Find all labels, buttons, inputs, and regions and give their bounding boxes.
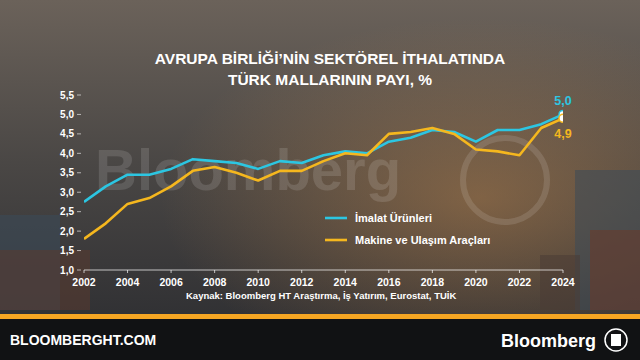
y-tick-label: 2,5 [60,206,74,217]
x-tick-label: 2022 [508,276,532,288]
x-tick [301,270,302,273]
background [0,0,640,360]
x-tick-label: 2018 [421,276,445,288]
x-tick [519,270,520,273]
x-axis [84,270,563,271]
x-tick-label: 2008 [203,276,227,288]
y-tick [77,95,81,96]
chart: Bloomberg AVRUPA BİRLİĞİ’NİN SEKTÖREL İTH… [0,0,640,360]
background-glow [0,0,640,360]
footer-band [0,319,640,360]
legend: İmalat Ürünleri Makine ve Ulaşım Araçları [325,212,490,246]
y-tick-label: 2,0 [60,226,74,237]
data-label: 4,9 [554,127,571,141]
y-tick [77,133,81,134]
decoration [540,255,580,310]
x-tick-label: 2004 [116,276,140,288]
decoration [590,230,640,310]
y-tick [77,114,81,115]
x-tick [214,270,215,273]
legend-label: Makine ve Ulaşım Araçları [355,234,490,246]
x-tick-label: 2014 [334,276,358,288]
series-line [84,114,563,202]
source: Kaynak: Bloomberg HT Araştırma, İş Yatır… [186,290,456,301]
y-tick [77,192,81,193]
legend-label: İmalat Ürünleri [355,212,432,224]
y-tick-label: 3,0 [60,187,74,198]
y-tick-label: 4,0 [60,148,74,159]
x-tick [258,270,259,273]
x-tick-label: 2020 [464,276,488,288]
y-tick [77,231,81,232]
title: AVRUPA BİRLİĞİ’NİN SEKTÖREL İTHALATINDA [155,50,505,67]
x-tick-label: 2012 [290,276,314,288]
end-point [559,114,563,122]
decoration [575,170,640,310]
x-tick [475,270,476,273]
series-line [84,118,563,239]
x-tick [127,270,128,273]
x-tick [432,270,433,273]
x-tick-label: 2010 [247,276,271,288]
y-tick-label: 5,0 [60,109,74,120]
watermark: Bloomberg [95,137,401,202]
y-tick [77,250,81,251]
footer-stripe [0,314,640,319]
x-tick [388,270,389,273]
x-tick [84,270,85,273]
y-tick [77,270,81,271]
title: TÜRK MALLARININ PAYI, % [228,71,432,88]
footer-brand: Bloomberg [501,331,596,351]
y-tick-label: 1,5 [60,245,74,256]
y-tick-label: 3,5 [60,167,74,178]
x-tick [345,270,346,273]
footer-site: BLOOMBERGHT.COM [10,332,156,348]
legend-swatch [325,217,347,220]
y-tick-label: 5,5 [60,90,74,101]
plot-area [84,110,563,238]
x-tick [563,270,564,273]
y-tick-label: 4,5 [60,128,74,139]
x-tick-label: 2002 [72,276,96,288]
y-tick [77,172,81,173]
y-tick [77,153,81,154]
legend-swatch [325,239,347,242]
x-tick [171,270,172,273]
data-labels: 5,0 4,9 [554,94,571,141]
data-label: 5,0 [554,94,571,108]
x-tick-label: 2016 [377,276,401,288]
x-tick-label: 2006 [159,276,183,288]
footer-logo [605,329,627,351]
footer-logo [611,334,621,346]
x-tick-label: 2024 [551,276,575,288]
y-tick-label: 1,0 [60,265,74,276]
y-tick [77,211,81,212]
